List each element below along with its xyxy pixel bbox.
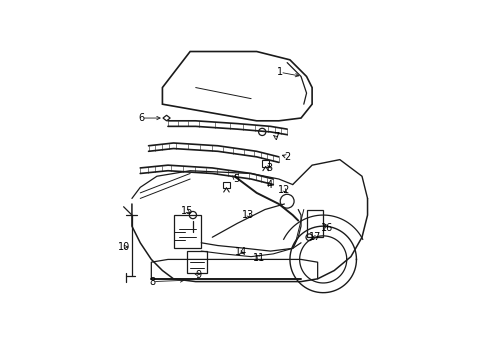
Text: 6: 6 xyxy=(139,113,145,123)
Text: 4: 4 xyxy=(266,180,272,190)
Text: 8: 8 xyxy=(149,276,156,287)
Text: 13: 13 xyxy=(242,210,254,220)
Text: 3: 3 xyxy=(266,163,272,173)
Text: 11: 11 xyxy=(253,253,266,263)
Text: 5: 5 xyxy=(233,174,239,184)
Text: 17: 17 xyxy=(309,232,321,242)
Text: 9: 9 xyxy=(196,270,201,280)
Text: 15: 15 xyxy=(181,206,193,216)
Text: 2: 2 xyxy=(284,152,290,162)
Text: 10: 10 xyxy=(118,242,130,252)
Text: 1: 1 xyxy=(277,67,283,77)
Text: 16: 16 xyxy=(321,222,334,233)
Text: 14: 14 xyxy=(235,247,247,257)
Text: 12: 12 xyxy=(278,185,291,195)
Text: 7: 7 xyxy=(273,132,279,143)
